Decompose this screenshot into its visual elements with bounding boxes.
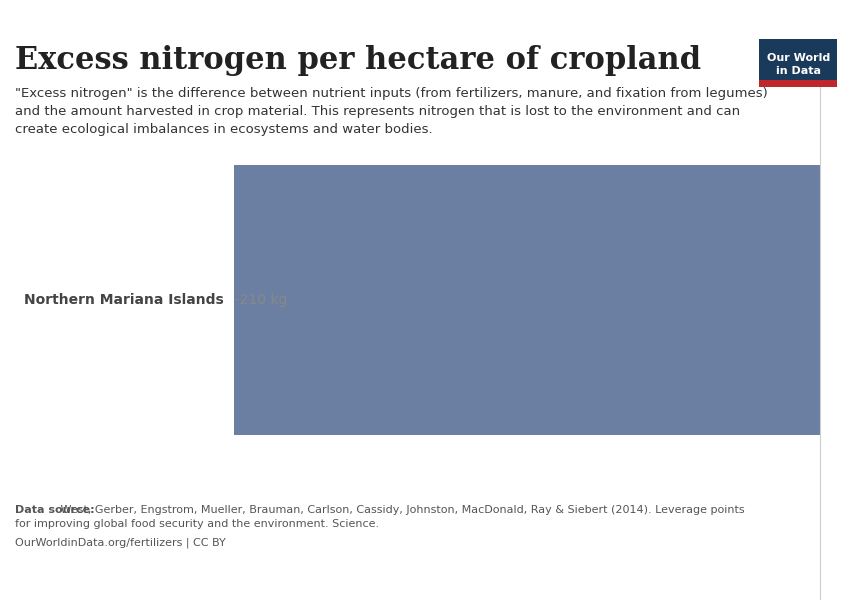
FancyBboxPatch shape (759, 80, 837, 87)
Text: Excess nitrogen per hectare of cropland: Excess nitrogen per hectare of cropland (15, 45, 701, 76)
Text: Our World
in Data: Our World in Data (767, 53, 830, 76)
Text: Data source:: Data source: (15, 505, 95, 515)
FancyBboxPatch shape (234, 165, 820, 435)
Text: West, Gerber, Engstrom, Mueller, Brauman, Carlson, Cassidy, Johnston, MacDonald,: West, Gerber, Engstrom, Mueller, Brauman… (15, 505, 745, 529)
Text: OurWorldinData.org/fertilizers | CC BY: OurWorldinData.org/fertilizers | CC BY (15, 537, 226, 547)
Text: Northern Mariana Islands: Northern Mariana Islands (24, 293, 224, 307)
FancyBboxPatch shape (759, 39, 837, 87)
Text: "Excess nitrogen" is the difference between nutrient inputs (from fertilizers, m: "Excess nitrogen" is the difference betw… (15, 87, 768, 136)
Text: -210 kg: -210 kg (226, 293, 287, 307)
